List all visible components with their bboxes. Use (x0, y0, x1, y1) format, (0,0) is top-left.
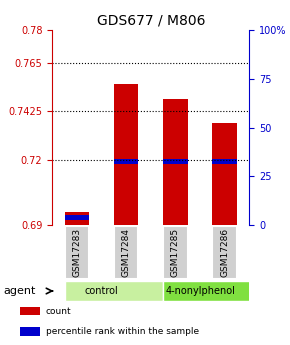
Text: GSM17286: GSM17286 (220, 228, 229, 277)
Bar (20, 327, 40, 336)
Bar (114, 84, 139, 225)
Bar (64, 212, 89, 225)
FancyBboxPatch shape (64, 226, 89, 279)
Bar (20, 307, 40, 315)
Title: GDS677 / M806: GDS677 / M806 (97, 13, 205, 28)
FancyBboxPatch shape (163, 226, 188, 279)
Bar (163, 99, 188, 225)
Bar (213, 159, 237, 164)
Text: GSM17283: GSM17283 (72, 228, 81, 277)
Text: GSM17285: GSM17285 (171, 228, 180, 277)
Text: percentile rank within the sample: percentile rank within the sample (46, 327, 199, 336)
Text: control: control (85, 286, 118, 296)
FancyBboxPatch shape (163, 281, 262, 301)
Text: GSM17284: GSM17284 (122, 228, 131, 277)
Text: 4-nonylphenol: 4-nonylphenol (165, 286, 235, 296)
Bar (213, 123, 237, 225)
Text: count: count (46, 306, 71, 316)
FancyBboxPatch shape (213, 226, 237, 279)
Bar (64, 215, 89, 219)
FancyBboxPatch shape (114, 226, 139, 279)
Text: agent: agent (3, 286, 35, 296)
FancyBboxPatch shape (64, 281, 163, 301)
Bar (114, 159, 139, 164)
Bar (163, 159, 188, 164)
